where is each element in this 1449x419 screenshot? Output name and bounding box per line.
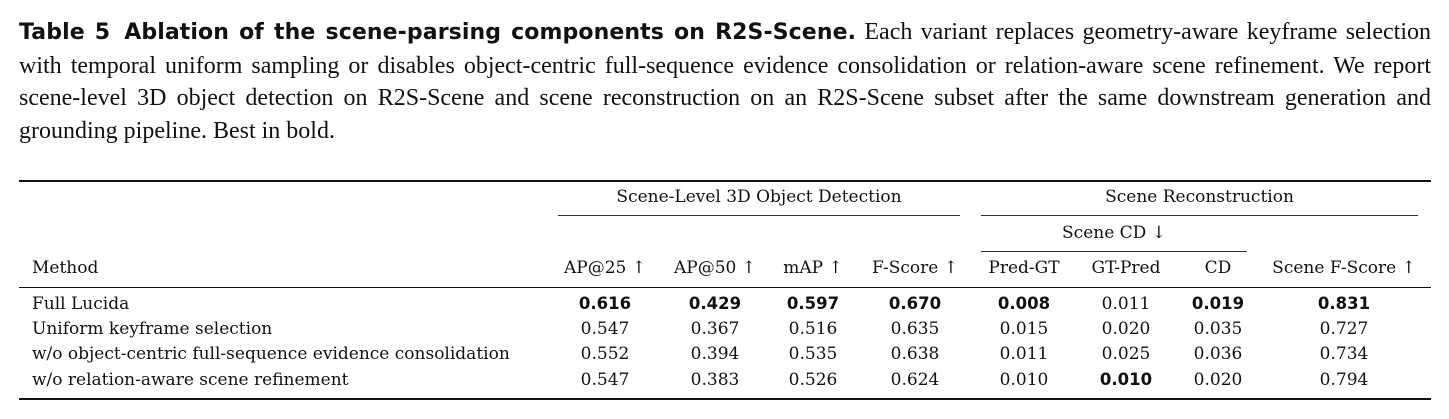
table-header-rule — [19, 287, 1431, 288]
cell-fscore: 0.638 — [890, 344, 940, 364]
cell-gt-pred: 0.025 — [1101, 344, 1151, 364]
cell-map: 0.535 — [788, 344, 838, 364]
reconstruction-header-rule — [981, 215, 1418, 216]
column-header-scene-fscore: Scene F-Score ↑ — [1272, 258, 1416, 278]
cell-ap25: 0.547 — [580, 370, 630, 390]
cell-fscore: 0.624 — [890, 370, 940, 390]
cell-map: 0.516 — [788, 319, 838, 339]
cell-ap25: 0.547 — [580, 319, 630, 339]
table-top-rule — [19, 180, 1431, 182]
column-header-ap25: AP@25 ↑ — [564, 258, 646, 278]
column-header-pred-gt: Pred-GT — [988, 258, 1060, 278]
group-header-detection: Scene-Level 3D Object Detection — [616, 187, 902, 207]
caption-text: Each variant replaces geometry-aware key… — [19, 19, 1431, 144]
cell-ap25: 0.616 — [578, 294, 632, 313]
cell-ap50: 0.429 — [688, 294, 742, 313]
column-header-map: mAP ↑ — [783, 258, 843, 278]
cell-scene-fscore: 0.734 — [1319, 344, 1369, 364]
column-header-gt-pred: GT-Pred — [1091, 258, 1161, 278]
cell-scene-fscore: 0.831 — [1317, 294, 1371, 313]
table-bottom-rule — [19, 398, 1431, 400]
column-header-ap50: AP@50 ↑ — [674, 258, 756, 278]
cell-ap25: 0.552 — [580, 344, 630, 364]
column-header-fscore: F-Score ↑ — [871, 258, 958, 278]
cell-pred-gt: 0.010 — [999, 370, 1049, 390]
cell-gt-pred: 0.010 — [1099, 370, 1153, 389]
cell-cd: 0.035 — [1193, 319, 1243, 339]
cell-cd: 0.020 — [1193, 370, 1243, 390]
cell-gt-pred: 0.020 — [1101, 319, 1151, 339]
row-method: w/o relation-aware scene refinement — [32, 370, 349, 390]
cell-ap50: 0.367 — [690, 319, 740, 339]
row-method: w/o object-centric full-sequence evidenc… — [32, 344, 510, 364]
cell-cd: 0.036 — [1193, 344, 1243, 364]
cell-ap50: 0.383 — [690, 370, 740, 390]
row-method: Full Lucida — [32, 294, 130, 314]
cell-ap50: 0.394 — [690, 344, 740, 364]
row-method: Uniform keyframe selection — [32, 319, 273, 339]
cell-fscore: 0.670 — [888, 294, 942, 313]
scene-cd-header-rule — [981, 251, 1247, 252]
caption-title: Ablation of the scene-parsing components… — [124, 20, 857, 45]
cell-map: 0.526 — [788, 370, 838, 390]
cell-fscore: 0.635 — [890, 319, 940, 339]
table-caption: Table 5 Ablation of the scene-parsing com… — [19, 16, 1431, 147]
cell-scene-fscore: 0.727 — [1319, 319, 1369, 339]
detection-header-rule — [558, 215, 960, 216]
column-header-cd: CD — [1204, 258, 1232, 278]
caption-label: Table 5 — [19, 20, 111, 45]
cell-gt-pred: 0.011 — [1101, 294, 1151, 314]
cell-cd: 0.019 — [1191, 294, 1245, 313]
column-header-method: Method — [32, 258, 99, 278]
group-header-reconstruction: Scene Reconstruction — [1105, 187, 1294, 207]
cell-scene-fscore: 0.794 — [1319, 370, 1369, 390]
group-header-scene-cd: Scene CD ↓ — [1062, 223, 1166, 243]
cell-pred-gt: 0.008 — [997, 294, 1051, 313]
cell-pred-gt: 0.011 — [999, 344, 1049, 364]
cell-map: 0.597 — [786, 294, 840, 313]
cell-pred-gt: 0.015 — [999, 319, 1049, 339]
